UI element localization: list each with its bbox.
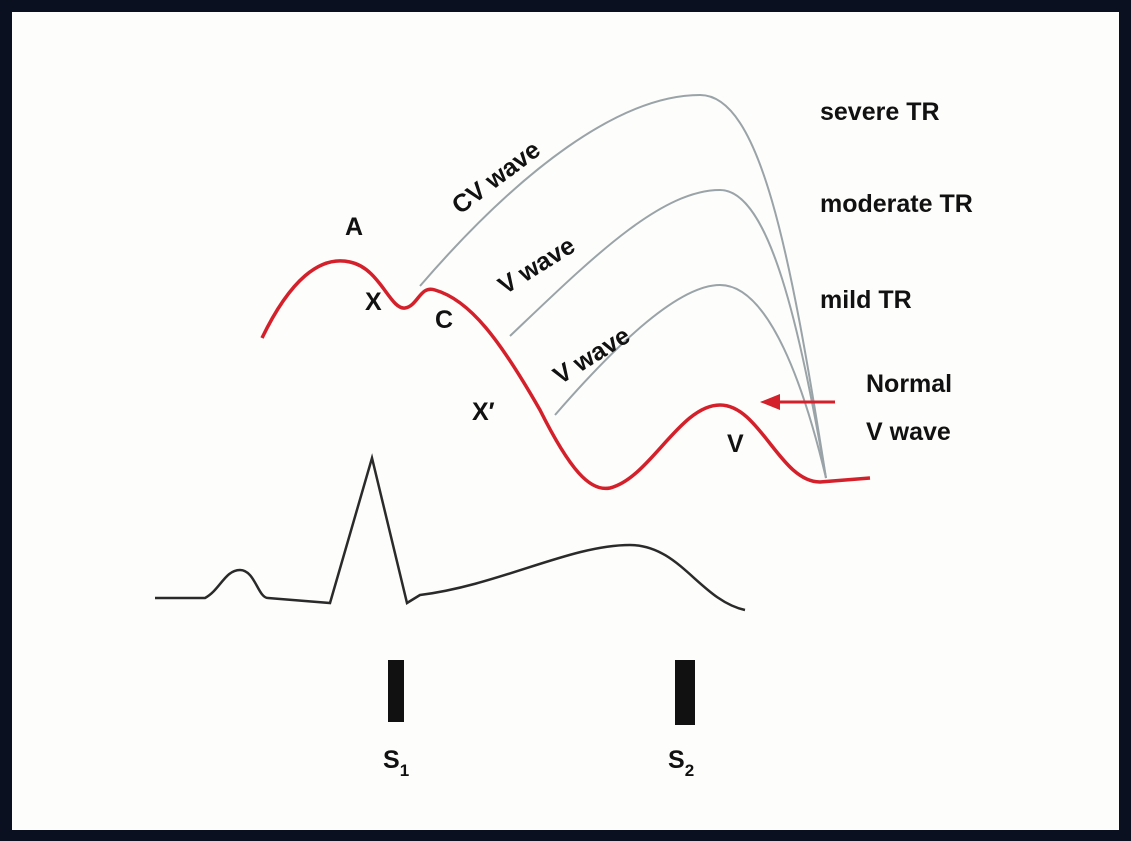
s1-bar (388, 660, 404, 722)
label-x-prime: X′ (472, 398, 495, 426)
s1-label: S1 (383, 746, 409, 780)
label-v: V (727, 430, 744, 458)
normal-curve (260, 259, 871, 491)
mild-tr-curve (554, 283, 827, 479)
legend-label: moderate TR (820, 190, 973, 218)
ecg-trace (155, 453, 746, 612)
moderate-tr-curve (509, 188, 827, 479)
severe-tr-curve (419, 93, 827, 479)
arrow-head (760, 394, 780, 410)
s-letter: S (668, 746, 685, 774)
label-a: A (345, 213, 363, 241)
legend-label: mild TR (820, 286, 912, 314)
canvas (12, 12, 1119, 830)
s-sub: 2 (685, 761, 694, 780)
normal-label: Normal (866, 370, 952, 398)
s2-label: S2 (668, 746, 694, 780)
s-letter: S (383, 746, 400, 774)
label-c: C (435, 306, 453, 334)
s2-bar (675, 660, 695, 725)
label-x: X (365, 288, 382, 316)
legend-label: severe TR (820, 98, 940, 126)
normal-label: V wave (866, 418, 951, 446)
s-sub: 1 (400, 761, 409, 780)
